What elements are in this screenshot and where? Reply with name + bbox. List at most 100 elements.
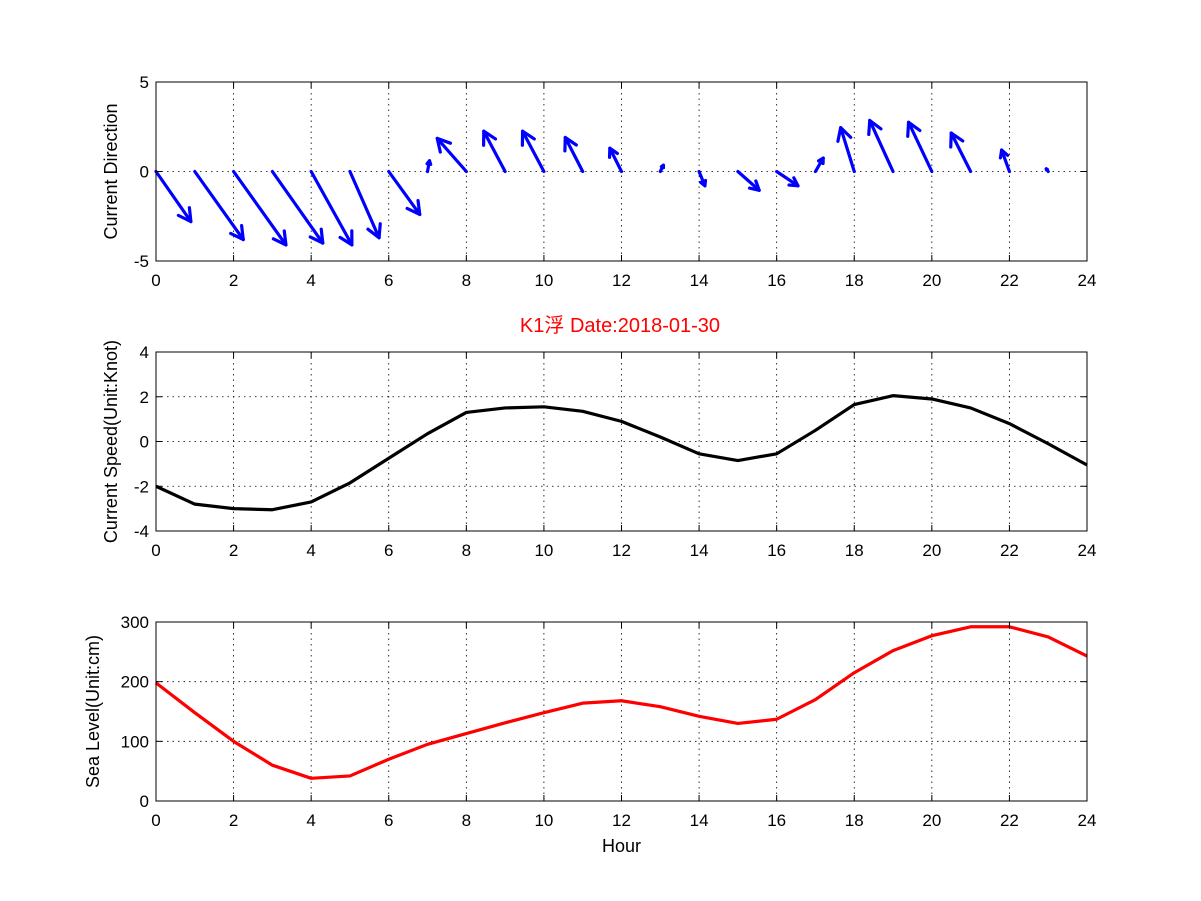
chart-title: K1浮 Date:2018-01-30 bbox=[520, 314, 720, 337]
direction-arrowhead bbox=[271, 229, 288, 247]
y-tick-label: -4 bbox=[134, 522, 149, 541]
y-tick-label: 0 bbox=[140, 163, 149, 182]
y-tick-label: 2 bbox=[140, 388, 149, 407]
direction-arrow bbox=[736, 169, 761, 192]
x-tick-label: 2 bbox=[229, 271, 238, 290]
x-tick-label: 10 bbox=[534, 811, 553, 830]
direction-arrow bbox=[1000, 148, 1012, 174]
y-tick-label: 100 bbox=[121, 732, 149, 751]
x-tick-label: 0 bbox=[151, 811, 160, 830]
x-tick-label: 22 bbox=[1000, 271, 1019, 290]
x-tick-label: 24 bbox=[1078, 271, 1097, 290]
y-tick-label: 4 bbox=[140, 343, 149, 362]
direction-arrowhead bbox=[435, 136, 452, 154]
direction-arrowhead bbox=[998, 148, 1010, 160]
x-axis-label: Hour bbox=[602, 836, 641, 856]
x-tick-label: 6 bbox=[384, 271, 393, 290]
direction-arrow bbox=[270, 169, 325, 245]
x-tick-label: 16 bbox=[767, 541, 786, 560]
y-tick-label: 0 bbox=[140, 433, 149, 452]
x-tick-label: 2 bbox=[229, 541, 238, 560]
x-tick-label: 10 bbox=[534, 271, 553, 290]
x-tick-label: 20 bbox=[922, 811, 941, 830]
x-tick-label: 16 bbox=[767, 811, 786, 830]
direction-arrow bbox=[231, 169, 288, 247]
direction-arrowhead bbox=[607, 146, 619, 159]
x-tick-label: 12 bbox=[612, 541, 631, 560]
y-axis-label: Current Direction bbox=[101, 103, 121, 239]
x-tick-label: 14 bbox=[690, 541, 709, 560]
x-tick-label: 14 bbox=[690, 811, 709, 830]
direction-arrow bbox=[348, 169, 381, 240]
direction-arrow bbox=[193, 169, 245, 242]
x-tick-label: 20 bbox=[922, 271, 941, 290]
x-tick-label: 0 bbox=[151, 541, 160, 560]
direction-arrow bbox=[563, 135, 585, 174]
x-tick-label: 24 bbox=[1078, 541, 1097, 560]
direction-arrowhead bbox=[176, 206, 193, 224]
direction-arrowhead bbox=[699, 178, 708, 188]
direction-arrow bbox=[949, 131, 973, 174]
y-tick-label: -2 bbox=[134, 477, 149, 496]
x-tick-label: 18 bbox=[845, 271, 864, 290]
direction-arrow bbox=[309, 169, 354, 247]
x-tick-label: 8 bbox=[462, 271, 471, 290]
direction-arrowhead bbox=[563, 135, 578, 153]
x-tick-label: 8 bbox=[462, 811, 471, 830]
x-tick-label: 8 bbox=[462, 541, 471, 560]
direction-arrow bbox=[906, 120, 934, 174]
x-tick-label: 12 bbox=[612, 271, 631, 290]
x-tick-label: 6 bbox=[384, 811, 393, 830]
x-tick-label: 4 bbox=[306, 271, 315, 290]
direction-arrowhead bbox=[1044, 167, 1049, 172]
direction-arrowhead bbox=[747, 179, 761, 192]
sea-level-line bbox=[155, 625, 1088, 780]
direction-arrowhead bbox=[229, 224, 245, 242]
direction-arrowhead bbox=[949, 131, 965, 149]
x-tick-label: 4 bbox=[306, 541, 315, 560]
x-tick-label: 22 bbox=[1000, 541, 1019, 560]
x-tick-label: 12 bbox=[612, 811, 631, 830]
direction-arrow bbox=[435, 136, 468, 174]
direction-arrowhead bbox=[482, 129, 498, 147]
direction-arrowhead bbox=[787, 176, 800, 188]
x-tick-label: 20 bbox=[922, 541, 941, 560]
y-tick-label: -5 bbox=[134, 252, 149, 271]
current-speed-line bbox=[155, 394, 1088, 512]
x-tick-label: 4 bbox=[306, 811, 315, 830]
y-tick-label: 5 bbox=[140, 73, 149, 92]
x-tick-label: 24 bbox=[1078, 811, 1097, 830]
x-tick-label: 6 bbox=[384, 541, 393, 560]
direction-arrow bbox=[775, 169, 800, 188]
x-tick-label: 18 bbox=[845, 811, 864, 830]
direction-arrowhead bbox=[338, 229, 354, 247]
y-axis-label: Sea Level(Unit:cm) bbox=[83, 635, 103, 788]
direction-arrowhead bbox=[906, 120, 922, 138]
direction-arrowhead bbox=[867, 118, 883, 137]
y-tick-label: 200 bbox=[121, 673, 149, 692]
direction-arrow bbox=[387, 169, 422, 217]
direction-arrowhead bbox=[425, 159, 433, 166]
direction-arrowhead bbox=[308, 227, 325, 245]
x-tick-label: 2 bbox=[229, 811, 238, 830]
direction-arrow bbox=[520, 129, 546, 174]
direction-arrow bbox=[608, 146, 624, 174]
x-tick-label: 22 bbox=[1000, 811, 1019, 830]
direction-arrowhead bbox=[816, 156, 825, 166]
direction-arrow bbox=[839, 126, 856, 174]
direction-arrow bbox=[154, 169, 193, 224]
direction-arrowhead bbox=[405, 198, 422, 217]
x-tick-label: 10 bbox=[534, 541, 553, 560]
direction-arrowhead bbox=[659, 163, 666, 170]
direction-arrowhead bbox=[836, 126, 853, 143]
direction-arrowhead bbox=[366, 222, 382, 240]
direction-arrowhead bbox=[520, 129, 536, 147]
y-axis-label: Current Speed(Unit:Knot) bbox=[101, 340, 121, 543]
x-tick-label: 14 bbox=[690, 271, 709, 290]
direction-arrow bbox=[868, 118, 895, 174]
y-tick-label: 0 bbox=[140, 792, 149, 811]
